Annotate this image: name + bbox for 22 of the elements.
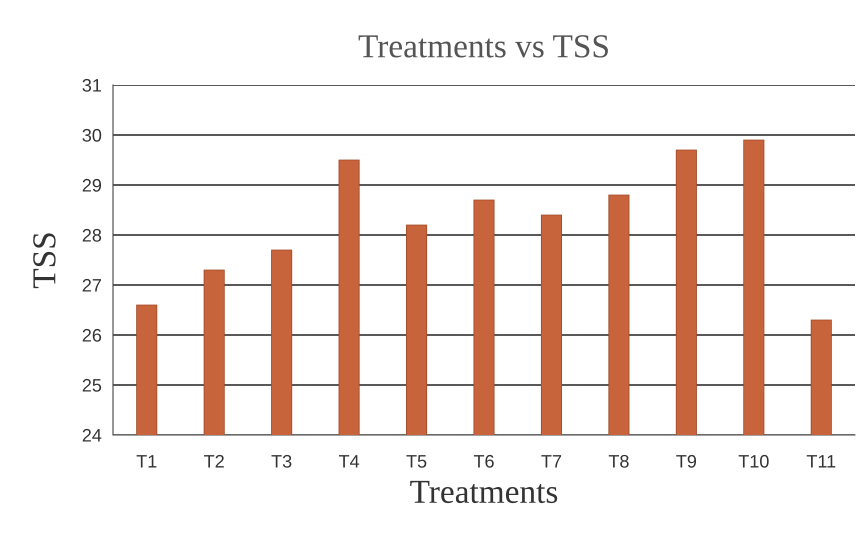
y-tick-label: 30: [82, 128, 102, 142]
x-tick-label: T9: [676, 454, 696, 468]
y-tick-label: 26: [82, 328, 102, 342]
y-tick-label: 25: [82, 378, 102, 392]
x-tick-label: T11: [806, 455, 836, 468]
x-tick-label: T6: [474, 454, 494, 468]
x-tick-label: T10: [738, 454, 769, 468]
y-tick-label: 31: [82, 78, 102, 92]
y-tick-label: 24: [82, 428, 102, 442]
y-tick-label: 28: [82, 228, 102, 242]
chart-title: Treatments vs TSS: [358, 35, 608, 58]
y-tick-label: 29: [82, 178, 102, 192]
x-axis-title: Treatments: [410, 480, 558, 504]
x-tick-label: T7: [541, 455, 562, 468]
y-axis-title: TSS: [33, 233, 56, 288]
x-tick-label: T1: [136, 455, 156, 468]
y-tick-label: 27: [82, 278, 101, 292]
x-tick-label: T2: [204, 454, 224, 468]
x-tick-label: T8: [608, 454, 629, 468]
x-tick-label: T5: [406, 455, 426, 468]
x-tick-label: T3: [272, 454, 292, 468]
x-tick-label: T4: [338, 455, 360, 468]
